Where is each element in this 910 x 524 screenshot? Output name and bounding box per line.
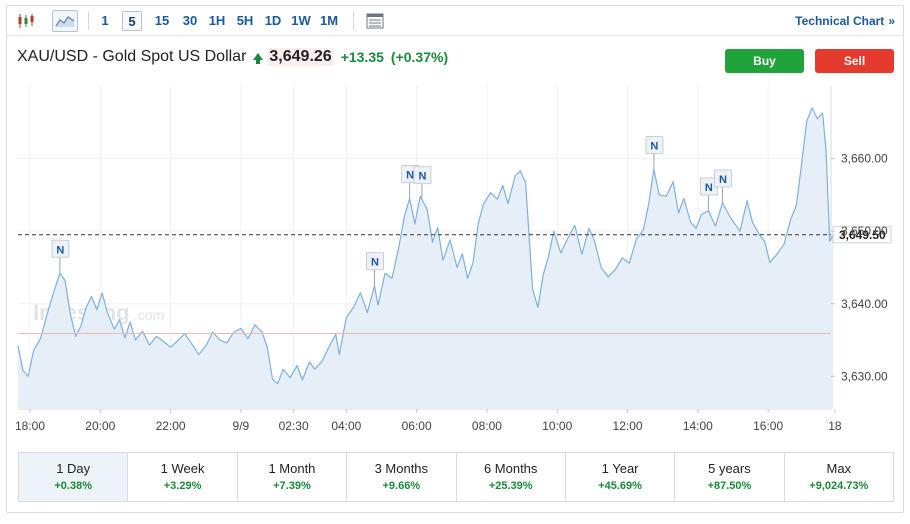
news-marker-label: N (406, 170, 414, 182)
news-marker-label: N (56, 244, 64, 256)
x-tick-label: 22:00 (156, 419, 186, 433)
buy-button[interactable]: Buy (725, 49, 804, 73)
news-marker-box (413, 166, 432, 185)
timeframe-1[interactable]: 1 (101, 13, 109, 28)
reference-lines: 3,649.50 (18, 226, 892, 335)
area-chart-icon[interactable] (52, 10, 78, 32)
period-label: 1 Day (56, 461, 91, 476)
period-change: +9.66% (382, 480, 421, 492)
current-price-box (832, 226, 892, 244)
timeframe-30[interactable]: 30 (182, 13, 198, 28)
chart-axes: 3,630.00 3,640.00 3,650.00 3,660.00 18:00 20:… (15, 152, 888, 433)
x-tick-label: 20:00 (85, 419, 115, 433)
news-marker: N (713, 169, 732, 203)
instrument-name: XAU/USD - Gold Spot US Dollar (17, 48, 247, 65)
period-change: +9,024.73% (809, 480, 869, 492)
period-performance-bar: 1 Day +0.38% 1 Week +3.29% 1 Month +7.39% 3 Mo… (18, 452, 894, 502)
x-tick-label: 04:00 (331, 419, 361, 433)
period-change: +25.39% (488, 480, 533, 492)
timeframe-1h[interactable]: 1H (208, 13, 226, 28)
chart-toolbar: 1 5 15 30 1H 5H 1D 1W 1M Technical Chart… (7, 6, 903, 36)
price-change-percent: (+0.37%) (390, 49, 449, 65)
timeframe-1m[interactable]: 1M (319, 13, 339, 28)
x-tick-label: 10:00 (542, 419, 572, 433)
news-marker: N (413, 166, 432, 200)
timeframe-15[interactable]: 15 (154, 13, 170, 28)
toolbar-divider (353, 12, 354, 30)
period-label: 6 Months (483, 461, 538, 476)
toolbar-divider (88, 12, 89, 30)
x-tick-label: 08:00 (472, 419, 502, 433)
watermark-suffix: .com (134, 307, 164, 323)
candlestick-icon[interactable] (15, 10, 37, 32)
table-view-icon[interactable] (364, 10, 386, 32)
period-label: 5 years (708, 461, 751, 476)
technical-chart-link[interactable]: Technical Chart» (795, 14, 895, 28)
chevron-right-icon: » (888, 14, 895, 28)
period-change: +45.69% (598, 480, 642, 492)
news-marker-box (365, 252, 384, 271)
timeframe-1w[interactable]: 1W (291, 13, 311, 28)
news-marker-box (51, 239, 70, 258)
price-change: +13.35 (340, 49, 384, 65)
y-tick-label: 3,650.00 (841, 224, 888, 238)
current-price-label: 3,649.50 (839, 228, 886, 242)
x-tick-label: 02:30 (279, 419, 309, 433)
timeframe-1d[interactable]: 1D (264, 13, 282, 28)
period-tab-5-years[interactable]: 5 years +87.50% (675, 453, 785, 501)
news-marker: N (51, 239, 70, 274)
x-tick-label: 12:00 (613, 419, 643, 433)
x-tick-label: 18 (828, 419, 842, 433)
up-arrow-icon (253, 52, 264, 64)
period-change: +3.29% (163, 480, 202, 492)
period-label: 1 Month (268, 461, 316, 476)
area-fill (18, 107, 834, 410)
period-change: +7.39% (273, 480, 311, 492)
x-tick-label: 9/9 (233, 419, 250, 433)
period-tab-1-week[interactable]: 1 Week +3.29% (128, 453, 238, 501)
y-tick-label: 3,660.00 (841, 152, 888, 166)
x-tick-label: 16:00 (753, 419, 783, 433)
price-area (17, 107, 834, 410)
news-marker-label: N (705, 182, 713, 194)
y-tick-label: 3,640.00 (841, 297, 888, 311)
price-line (17, 107, 834, 385)
sell-button[interactable]: Sell (815, 49, 894, 73)
chart-widget: 1 5 15 30 1H 5H 1D 1W 1M Technical Chart… (6, 5, 904, 513)
news-marker: N (699, 177, 718, 211)
x-tick-label: 06:00 (402, 419, 432, 433)
period-tab-6-months[interactable]: 6 Months +25.39% (457, 453, 566, 501)
news-marker-label: N (650, 140, 658, 152)
news-marker: N (365, 252, 384, 286)
period-tab-3-months[interactable]: 3 Months +9.66% (347, 453, 457, 501)
timeframe-5h[interactable]: 5H (236, 13, 254, 28)
period-tab-1-year[interactable]: 1 Year +45.69% (566, 453, 676, 501)
news-marker-label: N (418, 171, 426, 183)
news-marker-box (713, 169, 732, 188)
last-price: 3,649.26 (267, 48, 334, 66)
x-tick-label: 18:00 (15, 419, 45, 433)
news-marker-box (645, 135, 664, 154)
period-tab-max[interactable]: Max +9,024.73% (785, 453, 893, 501)
y-tick-label: 3,630.00 (841, 369, 888, 383)
news-marker: N (645, 135, 664, 170)
period-label: 3 Months (374, 461, 429, 476)
period-tab-1-day[interactable]: 1 Day +0.38% (19, 453, 129, 501)
news-marker-label: N (371, 257, 379, 269)
period-label: Max (826, 461, 852, 476)
period-change: +0.38% (54, 480, 92, 492)
period-change: +87.50% (707, 480, 752, 492)
quote-header: XAU/USD - Gold Spot US Dollar 3,649.26 +… (17, 46, 448, 68)
period-label: 1 Week (160, 461, 205, 476)
timeframe-5[interactable]: 5 (122, 11, 142, 31)
period-label: 1 Year (601, 461, 639, 476)
period-tab-1-month[interactable]: 1 Month +7.39% (238, 453, 348, 501)
technical-chart-label: Technical Chart (795, 14, 885, 28)
news-marker-label: N (719, 174, 727, 186)
x-tick-label: 14:00 (683, 419, 713, 433)
